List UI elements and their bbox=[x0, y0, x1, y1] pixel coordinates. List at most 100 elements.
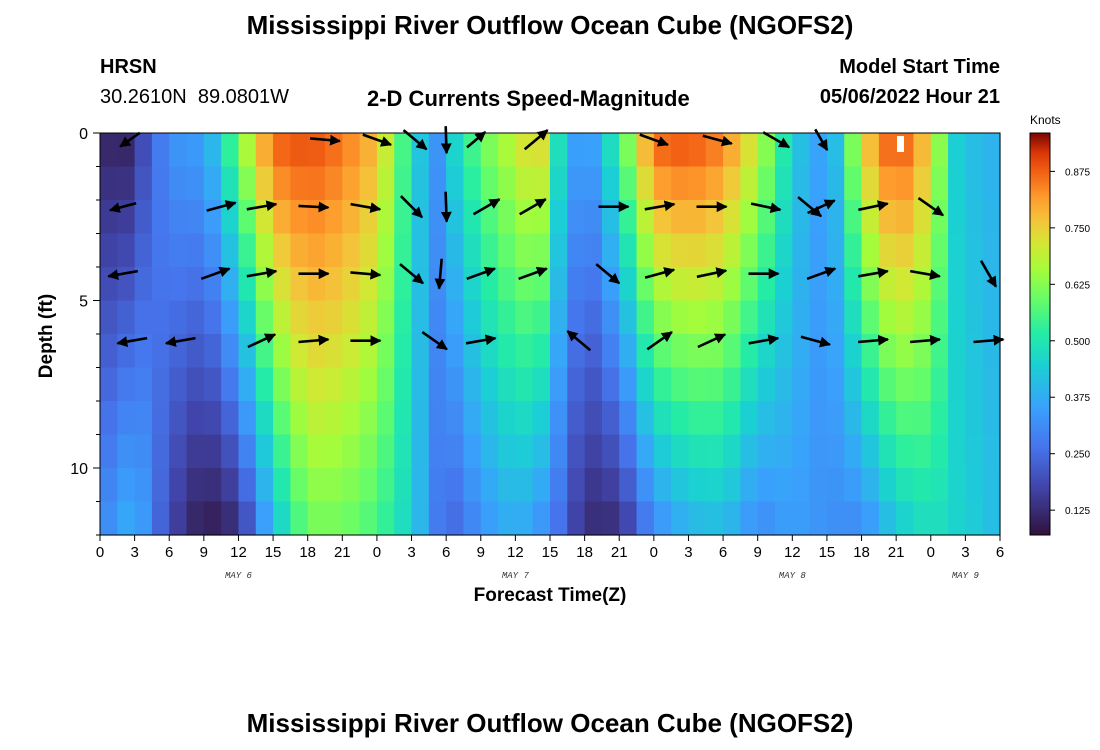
heatmap-cell bbox=[134, 334, 153, 369]
x-tick-label: 21 bbox=[888, 544, 905, 561]
x-tick-label: 6 bbox=[719, 544, 727, 561]
heatmap-cell bbox=[671, 133, 690, 168]
heatmap-cell bbox=[498, 401, 516, 436]
heatmap-cell bbox=[428, 434, 447, 469]
heatmap-cell bbox=[671, 300, 690, 335]
heatmap-cell bbox=[532, 367, 551, 402]
current-vector-arrow bbox=[909, 269, 941, 280]
current-vector-arrow bbox=[350, 268, 382, 280]
heatmap-cell bbox=[601, 468, 620, 503]
heatmap-cell bbox=[117, 367, 136, 402]
heatmap-cell bbox=[723, 200, 741, 235]
station-code: HRSN bbox=[100, 56, 157, 78]
heatmap-cell bbox=[463, 434, 482, 469]
heatmap-cell bbox=[826, 200, 845, 235]
heatmap-cell bbox=[723, 233, 741, 268]
heatmap-cell bbox=[896, 401, 915, 436]
colorbar-tick-label: 0.375 bbox=[1065, 393, 1090, 404]
heatmap-cell bbox=[480, 367, 499, 402]
heatmap-cell bbox=[619, 200, 638, 235]
current-vector-arrow bbox=[107, 269, 139, 280]
heatmap-cell bbox=[878, 434, 897, 469]
heatmap-cell bbox=[498, 434, 516, 469]
x-tick-label: 9 bbox=[754, 544, 762, 561]
heatmap-cell bbox=[705, 300, 724, 335]
heatmap-cell bbox=[100, 434, 118, 469]
heatmap-cell bbox=[982, 133, 1001, 168]
heatmap-cell bbox=[913, 133, 932, 168]
heatmap-cell bbox=[550, 334, 568, 369]
heatmap-cell bbox=[584, 468, 603, 503]
heatmap-cell bbox=[584, 200, 603, 235]
heatmap-cell bbox=[705, 501, 724, 536]
y-tick-label: 0 bbox=[79, 126, 88, 143]
heatmap-cell bbox=[325, 401, 343, 436]
x-axis: 0 3 6 9 12 15 18 21 0 3 6 9 12 15 18 21 0 3 6 9 12 15 18 21 0 3 6 M… bbox=[96, 535, 1004, 581]
heatmap-cell bbox=[705, 367, 724, 402]
x-tick-label: 6 bbox=[165, 544, 173, 561]
heatmap-cell bbox=[221, 133, 240, 168]
x-tick-label: 9 bbox=[477, 544, 485, 561]
heatmap-cell bbox=[255, 501, 274, 536]
x-tick-label: 6 bbox=[996, 544, 1004, 561]
heatmap-cell bbox=[255, 300, 274, 335]
heatmap-cell bbox=[117, 166, 136, 201]
heatmap-cell bbox=[809, 401, 828, 436]
current-vector-arrow bbox=[119, 131, 141, 148]
colorbar-tick-label: 0.250 bbox=[1065, 450, 1090, 461]
heatmap-cell bbox=[584, 501, 603, 536]
heatmap-cell bbox=[913, 267, 932, 302]
heatmap-cell bbox=[480, 434, 499, 469]
heatmap-cell bbox=[290, 434, 309, 469]
heatmap-cell bbox=[896, 367, 915, 402]
heatmap-cell bbox=[134, 300, 153, 335]
heatmap-cell bbox=[221, 501, 240, 536]
date-label: MAY 9 bbox=[952, 571, 980, 581]
heatmap-cell bbox=[307, 300, 326, 335]
heatmap-cell bbox=[740, 434, 759, 469]
heatmap-cell bbox=[134, 166, 153, 201]
heatmap-cell bbox=[376, 267, 395, 302]
heatmap-cell bbox=[948, 133, 966, 168]
heatmap-cell bbox=[411, 468, 430, 503]
heatmap-cell bbox=[757, 468, 776, 503]
date-label: MAY 8 bbox=[779, 571, 807, 581]
heatmap-cell bbox=[342, 166, 361, 201]
heatmap-cell bbox=[584, 267, 603, 302]
current-vector-arrow bbox=[206, 200, 237, 212]
heatmap-cell bbox=[221, 233, 240, 268]
heatmap-cell bbox=[550, 166, 568, 201]
heatmap-cell bbox=[463, 367, 482, 402]
heatmap-cell bbox=[273, 334, 291, 369]
heatmap-cell bbox=[290, 334, 309, 369]
heatmap-cell bbox=[601, 401, 620, 436]
heatmap-cell bbox=[203, 133, 222, 168]
heatmap-cell bbox=[394, 166, 413, 201]
heatmap-cell bbox=[532, 300, 551, 335]
heatmap-cell bbox=[221, 434, 240, 469]
heatmap-cell bbox=[844, 200, 863, 235]
heatmap-cell bbox=[671, 334, 690, 369]
heatmap-cell bbox=[930, 200, 949, 235]
current-vector-arrow bbox=[800, 335, 831, 348]
heatmap-cell bbox=[601, 300, 620, 335]
heatmap-cell bbox=[861, 501, 880, 536]
heatmap-cell bbox=[775, 233, 793, 268]
heatmap-cell bbox=[982, 501, 1001, 536]
heatmap-cell bbox=[273, 133, 291, 168]
heatmap-cell bbox=[896, 233, 915, 268]
heatmap-cell bbox=[463, 334, 482, 369]
current-vector-arrow bbox=[909, 334, 941, 346]
heatmap-cell bbox=[809, 434, 828, 469]
heatmap-cell bbox=[446, 367, 465, 402]
heatmap-cell bbox=[913, 501, 932, 536]
heatmap-cell bbox=[550, 133, 568, 168]
heatmap-cell bbox=[342, 300, 361, 335]
heatmap-cell bbox=[151, 434, 170, 469]
heatmap-cell bbox=[134, 434, 153, 469]
heatmap-cell bbox=[671, 501, 690, 536]
heatmap-cell bbox=[775, 300, 793, 335]
heatmap-cell bbox=[740, 166, 759, 201]
heatmap-cell bbox=[342, 233, 361, 268]
heatmap-cell bbox=[117, 501, 136, 536]
